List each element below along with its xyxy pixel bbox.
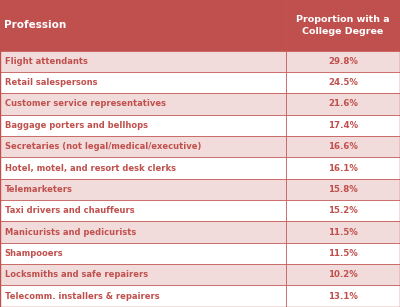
Bar [0, 115, 286, 136]
Text: 10.2%: 10.2% [328, 270, 358, 279]
Bar [286, 115, 400, 136]
Text: 24.5%: 24.5% [328, 78, 358, 87]
Text: Shampooers: Shampooers [5, 249, 64, 258]
Text: Profession: Profession [4, 20, 66, 30]
Text: Telecomm. installers & repairers: Telecomm. installers & repairers [5, 292, 160, 301]
Text: 11.5%: 11.5% [328, 249, 358, 258]
Text: 29.8%: 29.8% [328, 57, 358, 66]
Text: Flight attendants: Flight attendants [5, 57, 88, 66]
Text: 15.2%: 15.2% [328, 206, 358, 215]
Text: Retail salespersons: Retail salespersons [5, 78, 97, 87]
Bar [0, 179, 286, 200]
Text: 13.1%: 13.1% [328, 292, 358, 301]
Bar [286, 286, 400, 307]
Bar [286, 264, 400, 286]
Bar [0, 157, 286, 179]
Text: 16.6%: 16.6% [328, 142, 358, 151]
Bar [0, 93, 286, 115]
Text: 17.4%: 17.4% [328, 121, 358, 130]
Text: Secretaries (not legal/medical/executive): Secretaries (not legal/medical/executive… [5, 142, 201, 151]
Text: Taxi drivers and chauffeurs: Taxi drivers and chauffeurs [5, 206, 134, 215]
Bar [0, 243, 286, 264]
Text: Baggage porters and bellhops: Baggage porters and bellhops [5, 121, 148, 130]
Bar [0, 264, 286, 286]
Bar [286, 200, 400, 221]
Bar [286, 243, 400, 264]
Bar [286, 157, 400, 179]
Bar [286, 93, 400, 115]
Bar [286, 51, 400, 72]
Bar [0, 0, 286, 51]
Bar [0, 136, 286, 157]
Bar [0, 51, 286, 72]
Text: Locksmiths and safe repairers: Locksmiths and safe repairers [5, 270, 148, 279]
Text: 15.8%: 15.8% [328, 185, 358, 194]
Text: Customer service representatives: Customer service representatives [5, 99, 166, 108]
Bar [0, 221, 286, 243]
Bar [286, 221, 400, 243]
Text: Hotel, motel, and resort desk clerks: Hotel, motel, and resort desk clerks [5, 164, 176, 173]
Bar [286, 179, 400, 200]
Text: 16.1%: 16.1% [328, 164, 358, 173]
Text: Manicurists and pedicurists: Manicurists and pedicurists [5, 227, 136, 236]
Text: 11.5%: 11.5% [328, 227, 358, 236]
Bar [0, 286, 286, 307]
Bar [286, 72, 400, 93]
Text: Proportion with a
College Degree: Proportion with a College Degree [296, 14, 390, 36]
Bar [286, 136, 400, 157]
Bar [286, 0, 400, 51]
Text: Telemarketers: Telemarketers [5, 185, 73, 194]
Text: 21.6%: 21.6% [328, 99, 358, 108]
Bar [0, 72, 286, 93]
Bar [0, 200, 286, 221]
